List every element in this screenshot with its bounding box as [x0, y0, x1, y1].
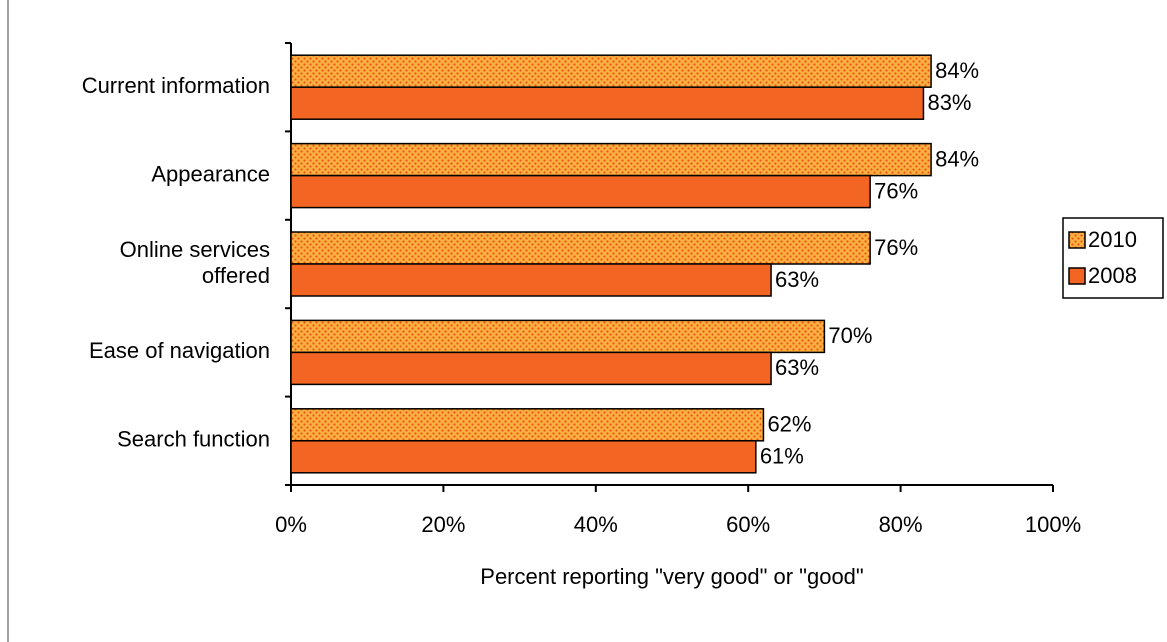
- value-label: 83%: [927, 90, 971, 115]
- legend-label: 2010: [1088, 227, 1137, 252]
- value-label: 70%: [828, 323, 872, 348]
- bar: [290, 351, 772, 386]
- frame: [7, 0, 9, 642]
- value-label: 76%: [874, 178, 918, 203]
- value-label: 62%: [767, 412, 811, 437]
- x-tick-label: 80%: [879, 512, 923, 537]
- legend-label: 2008: [1088, 263, 1137, 288]
- bar: [290, 440, 757, 474]
- category-label: Search function: [117, 427, 270, 452]
- category-label: Ease of navigation: [89, 338, 270, 363]
- category-label: Online services offered: [120, 237, 270, 288]
- value-label: 63%: [775, 355, 819, 380]
- bar: [290, 231, 871, 265]
- bar: [290, 86, 925, 120]
- value-label: 84%: [935, 146, 979, 171]
- value-label: 76%: [874, 235, 918, 260]
- bar: [290, 319, 826, 354]
- legend-swatch: [1068, 267, 1086, 285]
- legend-swatch: [1068, 231, 1086, 249]
- bar: [290, 408, 765, 442]
- value-label: 61%: [760, 444, 804, 469]
- bar: [290, 142, 932, 177]
- value-label: 84%: [935, 58, 979, 83]
- x-axis-title: Percent reporting "very good" or "good": [480, 564, 863, 589]
- bar: [290, 174, 871, 209]
- bar: [290, 54, 932, 88]
- x-tick-label: 20%: [421, 512, 465, 537]
- value-label: 63%: [775, 267, 819, 292]
- x-tick-label: 100%: [1025, 512, 1081, 537]
- x-tick-label: 40%: [574, 512, 618, 537]
- x-tick-label: 0%: [275, 512, 307, 537]
- category-label: Appearance: [151, 161, 270, 186]
- category-label: Current information: [82, 73, 270, 98]
- x-tick-label: 60%: [726, 512, 770, 537]
- bar: [290, 263, 772, 297]
